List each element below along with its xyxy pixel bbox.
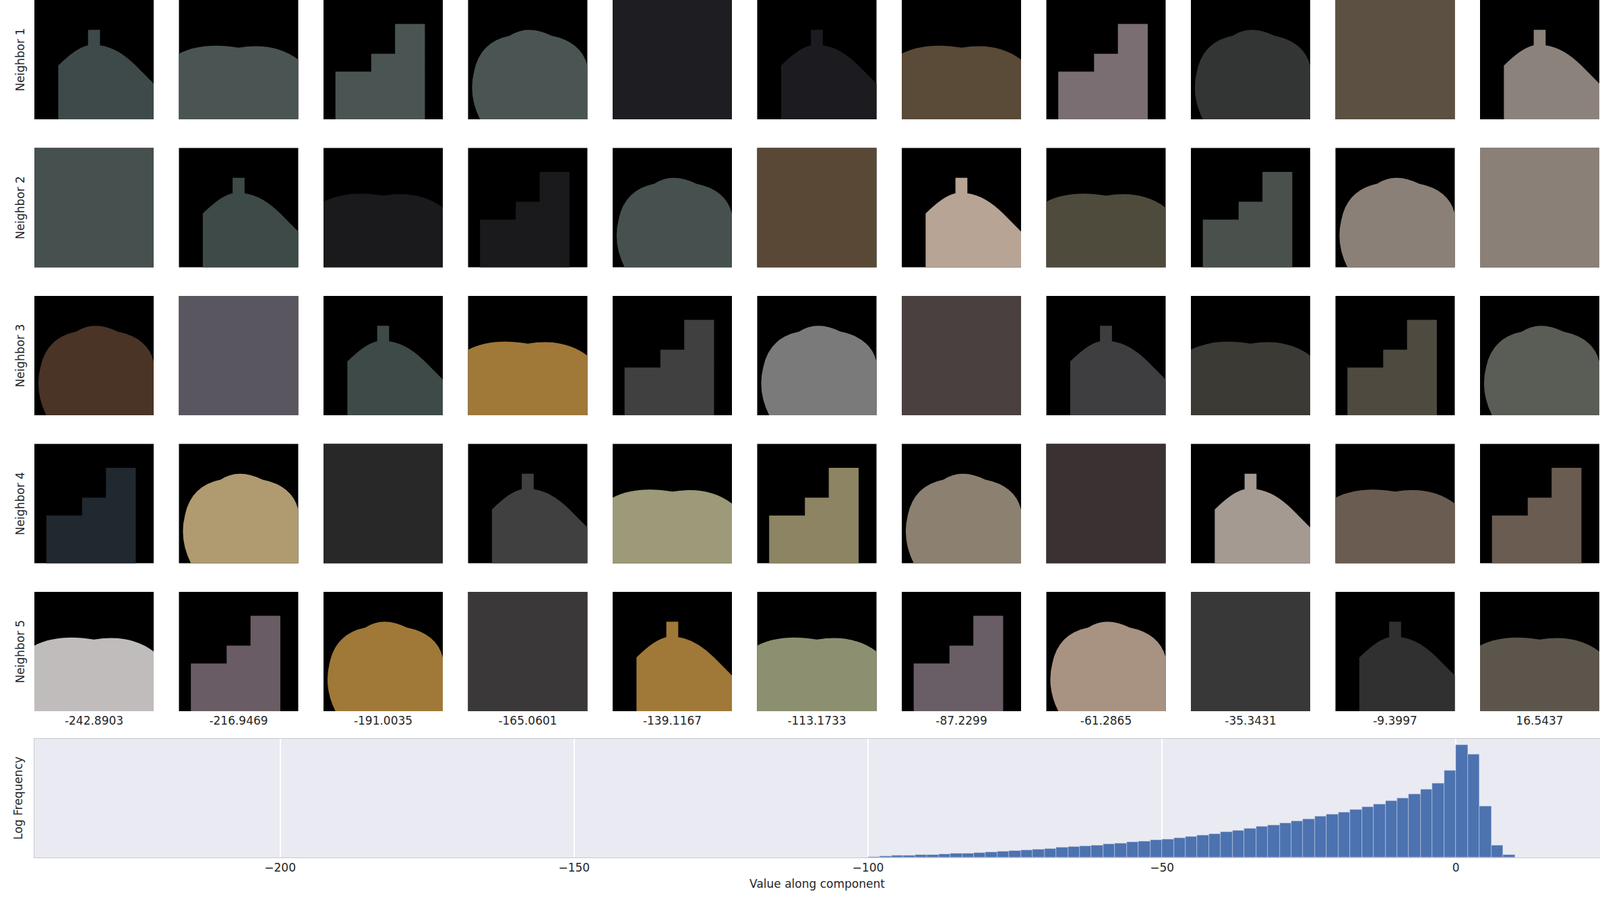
svg-text:-191.0035: -191.0035 (353, 713, 413, 728)
svg-text:16.5437: 16.5437 (1515, 713, 1563, 728)
svg-text:Neighbor 5: Neighbor 5 (13, 620, 27, 684)
svg-text:Neighbor 2: Neighbor 2 (13, 175, 27, 240)
svg-text:−200: −200 (264, 860, 296, 875)
svg-text:-87.2299: -87.2299 (935, 713, 987, 728)
svg-text:-113.1733: -113.1733 (787, 713, 846, 728)
svg-text:-35.3431: -35.3431 (1224, 713, 1276, 728)
svg-text:Neighbor 3: Neighbor 3 (13, 324, 27, 388)
svg-text:Neighbor 4: Neighbor 4 (13, 471, 27, 536)
svg-text:Log Frequency: Log Frequency (11, 756, 25, 840)
svg-text:-165.0601: -165.0601 (498, 713, 557, 728)
svg-text:-61.2865: -61.2865 (1080, 713, 1132, 728)
svg-text:Value along component: Value along component (749, 876, 885, 891)
svg-text:−50: −50 (1149, 860, 1175, 875)
svg-text:-9.3997: -9.3997 (1372, 713, 1418, 728)
svg-text:−150: −150 (558, 860, 590, 875)
svg-text:−100: −100 (852, 860, 885, 875)
svg-text:-139.1167: -139.1167 (642, 713, 702, 728)
svg-text:-216.9469: -216.9469 (208, 713, 268, 728)
svg-text:-242.8903: -242.8903 (64, 713, 124, 728)
svg-text:Neighbor 1: Neighbor 1 (13, 28, 27, 92)
svg-text:0: 0 (1452, 860, 1460, 875)
